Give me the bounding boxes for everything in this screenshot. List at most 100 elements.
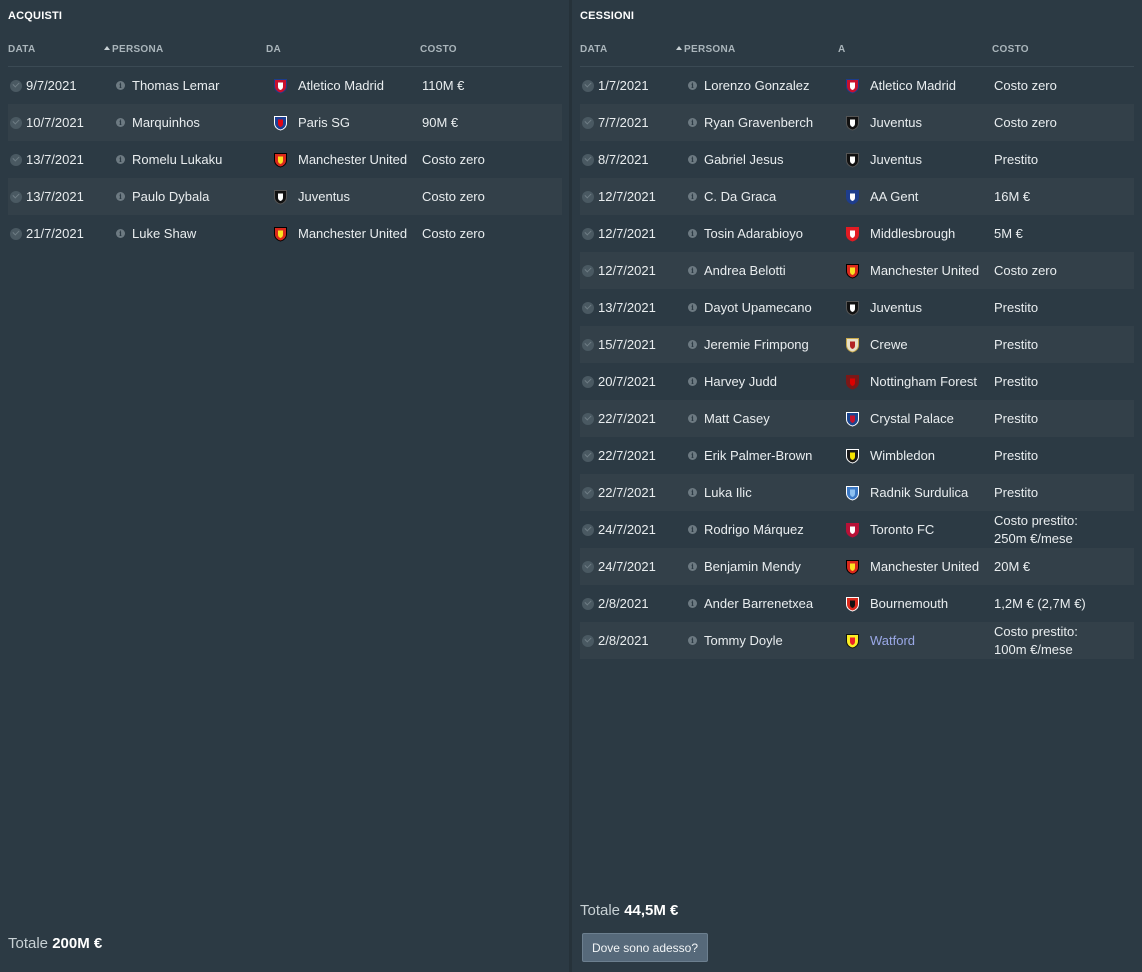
club-name[interactable]: Nottingham Forest bbox=[870, 374, 977, 389]
table-row[interactable]: 21/7/2021 i Luke Shaw Manchester United Cost… bbox=[8, 215, 562, 252]
person-name[interactable]: Romelu Lukaku bbox=[132, 152, 223, 167]
club-cell[interactable]: Wimbledon bbox=[845, 437, 935, 474]
info-icon[interactable]: i bbox=[688, 599, 697, 608]
info-icon[interactable]: i bbox=[688, 81, 697, 90]
person-cell[interactable]: i Benjamin Mendy bbox=[688, 548, 801, 585]
person-cell[interactable]: i Lorenzo Gonzalez bbox=[688, 67, 810, 104]
club-cell[interactable]: Atletico Madrid bbox=[845, 67, 956, 104]
table-row[interactable]: 22/7/2021 i Erik Palmer-Brown Wimbledon Pres… bbox=[580, 437, 1134, 474]
table-row[interactable]: 20/7/2021 i Harvey Judd Nottingham Forest Pr… bbox=[580, 363, 1134, 400]
club-cell[interactable]: Juventus bbox=[845, 104, 922, 141]
club-name[interactable]: Juventus bbox=[298, 189, 351, 204]
club-cell[interactable]: Manchester United bbox=[273, 141, 407, 178]
col-header-costo[interactable]: COSTO bbox=[420, 44, 457, 55]
table-row[interactable]: 15/7/2021 i Jeremie Frimpong Crewe Prestito bbox=[580, 326, 1134, 363]
person-cell[interactable]: i Romelu Lukaku bbox=[116, 141, 222, 178]
club-cell[interactable]: Middlesbrough bbox=[845, 215, 955, 252]
person-cell[interactable]: i Ander Barrenetxea bbox=[688, 585, 813, 622]
col-header-data[interactable]: DATA bbox=[580, 44, 608, 55]
person-cell[interactable]: i Gabriel Jesus bbox=[688, 141, 783, 178]
club-name[interactable]: Manchester United bbox=[870, 263, 980, 278]
club-cell[interactable]: Juventus bbox=[273, 178, 350, 215]
club-name[interactable]: Juventus bbox=[870, 115, 923, 130]
club-name[interactable]: Middlesbrough bbox=[870, 226, 956, 241]
club-cell[interactable]: Toronto FC bbox=[845, 511, 934, 548]
person-cell[interactable]: i Rodrigo Márquez bbox=[688, 511, 804, 548]
info-icon[interactable]: i bbox=[688, 266, 697, 275]
where-are-they-now-button[interactable]: Dove sono adesso? bbox=[582, 933, 708, 962]
table-row[interactable]: 24/7/2021 i Benjamin Mendy Manchester Unite… bbox=[580, 548, 1134, 585]
person-cell[interactable]: i Ryan Gravenberch bbox=[688, 104, 813, 141]
info-icon[interactable]: i bbox=[688, 155, 697, 164]
club-cell[interactable]: Paris SG bbox=[273, 104, 350, 141]
person-name[interactable]: Luka Ilic bbox=[704, 485, 752, 500]
person-cell[interactable]: i Jeremie Frimpong bbox=[688, 326, 809, 363]
club-name[interactable]: Manchester United bbox=[298, 226, 408, 241]
person-cell[interactable]: i C. Da Graca bbox=[688, 178, 776, 215]
info-icon[interactable]: i bbox=[688, 414, 697, 423]
table-row[interactable]: 13/7/2021 i Paulo Dybala Juventus Costo zero bbox=[8, 178, 562, 215]
club-cell[interactable]: Manchester United bbox=[845, 548, 979, 585]
info-icon[interactable]: i bbox=[688, 488, 697, 497]
person-name[interactable]: Rodrigo Márquez bbox=[704, 522, 804, 537]
table-row[interactable]: 22/7/2021 i Luka Ilic Radnik Surdulica Prest… bbox=[580, 474, 1134, 511]
table-row[interactable]: 2/8/2021 i Ander Barrenetxea Bournemouth 1,2… bbox=[580, 585, 1134, 622]
club-name[interactable]: Juventus bbox=[870, 152, 923, 167]
person-name[interactable]: Luke Shaw bbox=[132, 226, 197, 241]
table-row[interactable]: 13/7/2021 i Romelu Lukaku Manchester United… bbox=[8, 141, 562, 178]
person-name[interactable]: Dayot Upamecano bbox=[704, 300, 812, 315]
col-header-persona[interactable]: PERSONA bbox=[676, 44, 736, 55]
info-icon[interactable]: i bbox=[688, 303, 697, 312]
table-row[interactable]: 10/7/2021 i Marquinhos Paris SG 90M € bbox=[8, 104, 562, 141]
person-cell[interactable]: i Marquinhos bbox=[116, 104, 200, 141]
info-icon[interactable]: i bbox=[688, 636, 697, 645]
club-cell[interactable]: Radnik Surdulica bbox=[845, 474, 968, 511]
club-name[interactable]: Watford bbox=[870, 633, 916, 648]
info-icon[interactable]: i bbox=[688, 118, 697, 127]
club-cell[interactable]: AA Gent bbox=[845, 178, 918, 215]
table-row[interactable]: 2/8/2021 i Tommy Doyle Watford Costo prestit… bbox=[580, 622, 1134, 659]
club-name[interactable]: Radnik Surdulica bbox=[870, 485, 969, 500]
col-header-da[interactable]: DA bbox=[266, 44, 282, 55]
club-name[interactable]: Manchester United bbox=[298, 152, 408, 167]
person-cell[interactable]: i Tommy Doyle bbox=[688, 622, 783, 659]
info-icon[interactable]: i bbox=[688, 340, 697, 349]
person-name[interactable]: Harvey Judd bbox=[704, 374, 777, 389]
table-row[interactable]: 12/7/2021 i Andrea Belotti Manchester Unite… bbox=[580, 252, 1134, 289]
table-row[interactable]: 9/7/2021 i Thomas Lemar Atletico Madrid 110M… bbox=[8, 67, 562, 104]
person-name[interactable]: Paulo Dybala bbox=[132, 189, 210, 204]
table-row[interactable]: 7/7/2021 i Ryan Gravenberch Juventus Costo z… bbox=[580, 104, 1134, 141]
club-name[interactable]: Paris SG bbox=[298, 115, 351, 130]
person-name[interactable]: Tosin Adarabioyo bbox=[704, 226, 804, 241]
person-name[interactable]: Thomas Lemar bbox=[132, 78, 220, 93]
col-header-persona[interactable]: PERSONA bbox=[104, 44, 164, 55]
person-name[interactable]: Tommy Doyle bbox=[704, 633, 783, 648]
club-name[interactable]: Crewe bbox=[870, 337, 908, 352]
club-cell[interactable]: Atletico Madrid bbox=[273, 67, 384, 104]
info-icon[interactable]: i bbox=[116, 229, 125, 238]
person-name[interactable]: Benjamin Mendy bbox=[704, 559, 801, 574]
club-name[interactable]: Atletico Madrid bbox=[298, 78, 384, 93]
club-cell[interactable]: Manchester United bbox=[273, 215, 407, 252]
person-cell[interactable]: i Matt Casey bbox=[688, 400, 770, 437]
table-row[interactable]: 12/7/2021 i C. Da Graca AA Gent 16M € bbox=[580, 178, 1134, 215]
person-name[interactable]: Lorenzo Gonzalez bbox=[704, 78, 810, 93]
person-cell[interactable]: i Luka Ilic bbox=[688, 474, 752, 511]
club-name[interactable]: Atletico Madrid bbox=[870, 78, 956, 93]
table-row[interactable]: 12/7/2021 i Tosin Adarabioyo Middlesbrough 5… bbox=[580, 215, 1134, 252]
person-name[interactable]: Gabriel Jesus bbox=[704, 152, 784, 167]
table-row[interactable]: 24/7/2021 i Rodrigo Márquez Toronto FC Costo… bbox=[580, 511, 1134, 548]
person-name[interactable]: Matt Casey bbox=[704, 411, 770, 426]
club-name[interactable]: Bournemouth bbox=[870, 596, 949, 611]
club-name[interactable]: Manchester United bbox=[870, 559, 980, 574]
club-cell[interactable]: Nottingham Forest bbox=[845, 363, 977, 400]
person-name[interactable]: Ander Barrenetxea bbox=[704, 596, 814, 611]
table-row[interactable]: 1/7/2021 i Lorenzo Gonzalez Atletico Madrid… bbox=[580, 67, 1134, 104]
person-name[interactable]: C. Da Graca bbox=[704, 189, 777, 204]
club-cell[interactable]: Juventus bbox=[845, 141, 922, 178]
club-cell[interactable]: Crewe bbox=[845, 326, 908, 363]
info-icon[interactable]: i bbox=[116, 118, 125, 127]
person-cell[interactable]: i Erik Palmer-Brown bbox=[688, 437, 812, 474]
info-icon[interactable]: i bbox=[116, 155, 125, 164]
info-icon[interactable]: i bbox=[688, 377, 697, 386]
